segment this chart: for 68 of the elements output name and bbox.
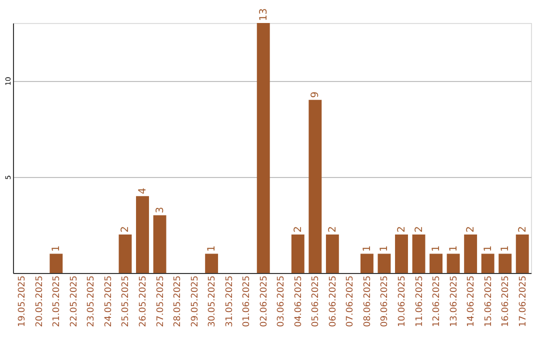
x-tick-label: 01.06.2025	[242, 276, 252, 328]
x-tick-label: 12.06.2025	[432, 276, 442, 328]
x-tick-label: 21.05.2025	[52, 276, 62, 328]
bar	[481, 254, 494, 273]
x-tick-label: 30.05.2025	[208, 276, 218, 328]
x-tick-label: 31.05.2025	[224, 276, 235, 328]
data-label: 1	[51, 245, 62, 252]
x-tick-label: 06.06.2025	[328, 276, 338, 328]
data-label: 2	[466, 226, 477, 233]
x-tick-label: 25.05.2025	[121, 276, 132, 328]
x-tick-label: 22.05.2025	[69, 276, 80, 328]
x-tick-label: 08.06.2025	[362, 276, 373, 328]
bar	[360, 254, 374, 273]
x-tick-label: 14.06.2025	[466, 276, 477, 328]
x-tick-label: 13.06.2025	[449, 276, 460, 328]
data-label: 1	[362, 245, 373, 252]
bar	[516, 234, 529, 273]
data-label: 1	[482, 245, 494, 252]
x-tick-label: 29.05.2025	[190, 276, 200, 328]
data-label: 1	[379, 245, 390, 252]
bar	[256, 23, 270, 273]
x-tick-label: 15.06.2025	[484, 276, 494, 328]
x-tick-label: 04.06.2025	[294, 276, 304, 328]
x-tick-label: 16.06.2025	[501, 276, 512, 328]
bar	[378, 254, 391, 273]
bar	[446, 254, 460, 273]
data-label: 1	[431, 245, 442, 252]
x-tick-label: 11.06.2025	[414, 276, 425, 328]
data-label: 2	[327, 226, 338, 233]
bar	[412, 234, 426, 273]
data-label: 13	[258, 8, 270, 21]
x-tick-label: 28.05.2025	[173, 276, 184, 328]
data-label: 2	[396, 226, 408, 233]
bar	[464, 234, 478, 273]
bar	[205, 254, 218, 273]
x-tick-label: 05.06.2025	[311, 276, 322, 328]
x-tick-label: 20.05.2025	[34, 276, 45, 328]
data-label: 2	[414, 226, 425, 233]
bar	[118, 234, 132, 273]
x-tick-label: 23.05.2025	[86, 276, 97, 328]
bar	[326, 234, 339, 273]
bar	[498, 254, 512, 273]
data-label: 1	[500, 245, 512, 252]
data-label: 4	[138, 188, 148, 194]
x-tick-label: 26.05.2025	[138, 276, 148, 328]
bar	[291, 234, 304, 273]
data-label: 1	[206, 245, 218, 252]
data-label: 3	[154, 206, 166, 214]
x-tick-label: 03.06.2025	[276, 276, 287, 328]
x-tick-label: 10.06.2025	[398, 276, 408, 328]
x-tick-label: 19.05.2025	[18, 276, 28, 328]
bar	[395, 234, 408, 273]
bar	[430, 254, 443, 273]
data-label: 2	[292, 226, 304, 233]
x-tick-label: 02.06.2025	[259, 276, 270, 328]
x-tick-label: 27.05.2025	[156, 276, 166, 328]
x-tick-label: 17.06.2025	[518, 276, 528, 328]
data-label: 2	[120, 226, 132, 233]
bar	[153, 215, 166, 273]
x-tick-label: 07.06.2025	[346, 276, 356, 328]
data-label: 9	[310, 92, 322, 98]
data-label: 2	[517, 226, 528, 233]
bar	[136, 196, 149, 273]
bar	[308, 100, 322, 273]
bar	[50, 254, 63, 273]
x-tick-label: 09.06.2025	[380, 276, 390, 328]
x-tick-label: 24.05.2025	[104, 276, 114, 328]
data-label: 1	[448, 245, 460, 252]
